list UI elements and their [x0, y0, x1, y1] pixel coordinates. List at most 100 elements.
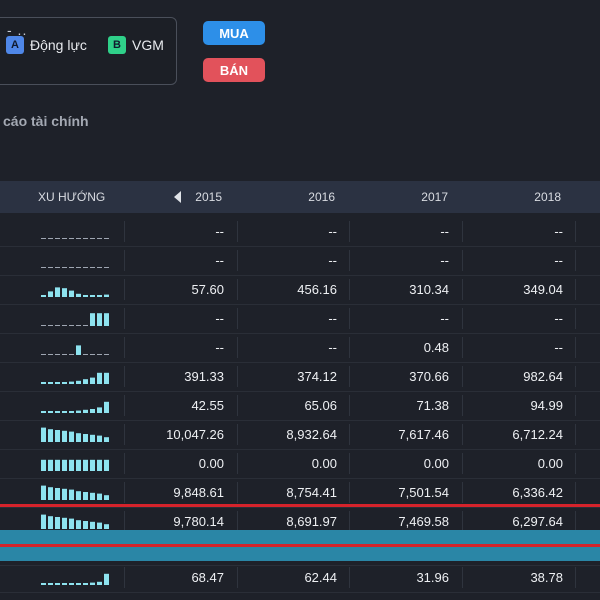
trend-baseline-dash: [62, 354, 67, 355]
column-divider: [349, 250, 350, 271]
column-divider: [124, 366, 125, 387]
sell-button[interactable]: BÁN: [203, 58, 265, 82]
table-row[interactable]: -- -- -- --: [0, 217, 600, 247]
legend-item-vgm[interactable]: B VGM: [108, 36, 164, 54]
prev-year-arrow-icon[interactable]: [174, 191, 181, 203]
trend-bar: [90, 434, 95, 442]
year-header-2016: 2016: [308, 190, 335, 204]
column-divider: [349, 482, 350, 503]
value-cell-2018: --: [554, 253, 563, 268]
trend-sparkline: [41, 401, 109, 413]
trend-bar: [69, 290, 74, 297]
trend-bar: [97, 407, 102, 413]
trend-baseline-dash: [83, 238, 88, 239]
trend-bar: [48, 583, 53, 585]
value-cell-2018: 982.64: [523, 369, 563, 384]
trend-bar: [104, 437, 109, 442]
trend-bar: [62, 583, 67, 585]
buy-button[interactable]: MUA: [203, 21, 265, 45]
trend-bar: [83, 379, 88, 384]
trend-baseline-dash: [41, 325, 46, 326]
table-row[interactable]: 0.00 0.00 0.00 0.00: [0, 449, 600, 479]
table-row[interactable]: 42.55 65.06 71.38 94.99: [0, 391, 600, 421]
column-divider: [349, 308, 350, 329]
value-cell-2015: --: [215, 311, 224, 326]
column-divider: [124, 482, 125, 503]
trend-sparkline: [41, 372, 109, 384]
trend-baseline-dash: [90, 238, 95, 239]
trend-bar: [62, 288, 67, 297]
trend-baseline-dash: [69, 354, 74, 355]
value-cell-2017: --: [440, 253, 449, 268]
trend-bar: [104, 524, 109, 529]
table-header: XU HƯỚNG 2015 2016 2017 2018: [0, 181, 600, 213]
column-divider: [237, 337, 238, 358]
trend-bar: [97, 522, 102, 529]
column-divider: [575, 395, 576, 416]
trend-bar: [48, 487, 53, 500]
column-divider: [124, 424, 125, 445]
highlight-band-blue-top: [0, 530, 600, 544]
trend-baseline-dash: [83, 267, 88, 268]
trend-bar: [62, 459, 67, 471]
table-row[interactable]: -- -- 0.48 --: [0, 333, 600, 363]
trend-baseline-dash: [62, 238, 67, 239]
trend-bar: [62, 517, 67, 529]
column-divider: [462, 424, 463, 445]
value-cell-2016: --: [328, 340, 337, 355]
column-divider: [349, 567, 350, 588]
trend-bar: [55, 488, 60, 500]
table-row[interactable]: -- -- -- --: [0, 304, 600, 334]
value-cell-2017: 71.38: [416, 398, 449, 413]
value-cell-2015: 57.60: [191, 282, 224, 297]
trend-bar: [69, 411, 74, 413]
column-divider: [237, 567, 238, 588]
trend-bar: [83, 521, 88, 529]
table-row[interactable]: 68.47 62.44 31.96 38.78: [0, 563, 600, 593]
column-divider: [237, 308, 238, 329]
trend-bar: [104, 401, 109, 413]
year-header-2018: 2018: [534, 190, 561, 204]
trend-bar: [62, 488, 67, 500]
trend-bar: [104, 459, 109, 471]
trend-sparkline: [41, 514, 109, 529]
column-divider: [575, 567, 576, 588]
table-row[interactable]: 57.60 456.16 310.34 349.04: [0, 275, 600, 305]
column-divider: [237, 366, 238, 387]
table-row[interactable]: -- -- -- --: [0, 246, 600, 276]
value-cell-2017: 7,469.58: [398, 514, 449, 529]
legend-item-dong-luc[interactable]: A Động lực: [6, 36, 87, 54]
column-divider: [124, 250, 125, 271]
trend-bar: [62, 411, 67, 413]
column-divider: [237, 250, 238, 271]
column-divider: [349, 279, 350, 300]
trend-baseline-dash: [83, 325, 88, 326]
trend-bar: [104, 372, 109, 384]
column-divider: [575, 424, 576, 445]
section-title: cáo tài chính: [3, 113, 89, 129]
trend-bar: [69, 583, 74, 585]
table-row[interactable]: 10,047.26 8,932.64 7,617.46 6,712.24: [0, 420, 600, 450]
value-cell-2016: --: [328, 311, 337, 326]
column-divider: [462, 279, 463, 300]
trend-bar: [48, 411, 53, 413]
value-cell-2016: 0.00: [311, 456, 337, 471]
value-cell-2017: 0.00: [423, 456, 449, 471]
table-row[interactable]: 391.33 374.12 370.66 982.64: [0, 362, 600, 392]
trend-bar: [41, 295, 46, 297]
trend-baseline-dash: [41, 238, 46, 239]
table-row[interactable]: 9,848.61 8,754.41 7,501.54 6,336.42: [0, 478, 600, 508]
trend-bar: [55, 382, 60, 384]
trend-sparkline: [41, 313, 109, 326]
value-cell-2015: 42.55: [191, 398, 224, 413]
column-divider: [575, 337, 576, 358]
value-cell-2016: --: [328, 253, 337, 268]
trend-bar: [55, 459, 60, 471]
legend-label-dong-luc: Động lực: [30, 37, 87, 53]
value-cell-2016: 65.06: [304, 398, 337, 413]
trend-bar: [104, 495, 109, 500]
column-divider: [349, 511, 350, 532]
column-divider: [124, 395, 125, 416]
column-divider: [237, 395, 238, 416]
value-cell-2016: 8,754.41: [286, 485, 337, 500]
